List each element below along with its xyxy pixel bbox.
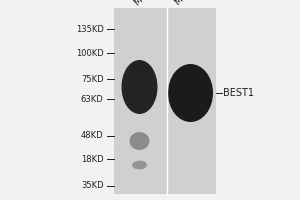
Text: 75KD: 75KD [81,74,103,84]
Ellipse shape [168,64,213,122]
Text: 48KD: 48KD [81,132,103,140]
Text: BEST1: BEST1 [224,88,254,98]
Text: 18KD: 18KD [81,154,103,164]
Ellipse shape [129,61,150,73]
Text: 100KD: 100KD [76,48,103,58]
Text: 135KD: 135KD [76,24,103,33]
Bar [114,8,216,194]
Text: Mouse liver: Mouse liver [133,0,176,7]
Text: Mouse lung: Mouse lung [174,0,217,7]
Ellipse shape [122,60,158,114]
Ellipse shape [130,132,149,150]
Text: 35KD: 35KD [81,182,103,190]
Text: 63KD: 63KD [81,95,103,104]
Ellipse shape [132,161,147,169]
